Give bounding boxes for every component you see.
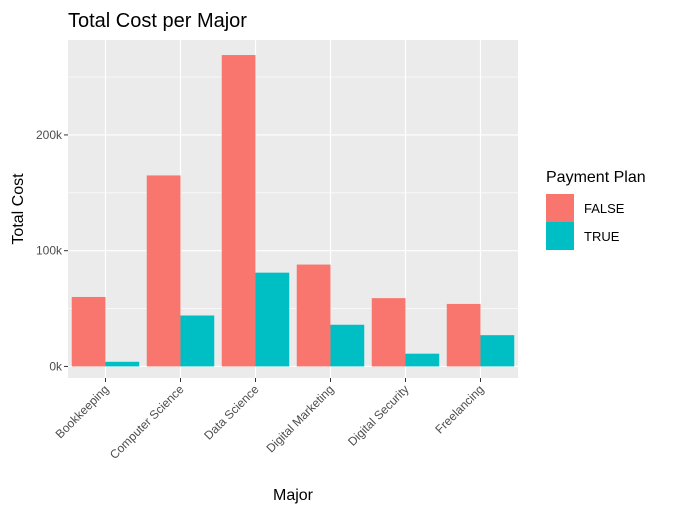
legend-title: Payment Plan [546,169,646,186]
legend-key-false [546,194,574,222]
y-axis: 0k 100k 200k [36,128,68,373]
x-axis-title: Major [273,487,314,504]
x-tick-label: Freelancing [432,382,486,436]
minor-gridlines [68,76,518,309]
x-tick-label: Computer Science [107,382,187,462]
bar-true-freelancing [480,335,515,367]
y-tick-label: 200k [36,128,63,142]
chart-title: Total Cost per Major [68,10,247,32]
y-tick-label: 0k [49,359,63,373]
bar-true-computer-science [180,315,215,367]
x-tick-label: Bookkeeping [53,382,112,441]
x-tick-label: Digital Marketing [264,382,337,455]
bar-false-computer-science [146,175,181,367]
plot-panel [68,40,518,378]
bar-true-digital-security [405,353,440,367]
legend: Payment Plan FALSE TRUE [546,169,646,250]
legend-label-true: TRUE [584,229,620,244]
y-axis-title: Total Cost [10,173,27,245]
bar-true-digital-marketing [330,324,365,367]
y-tick-label: 100k [36,244,63,258]
bars [71,55,515,367]
legend-label-false: FALSE [584,201,625,216]
legend-key-true [546,222,574,250]
bar-false-digital-security [371,298,406,367]
bar-true-data-science [255,272,290,367]
bar-false-digital-marketing [296,264,331,367]
bar-false-freelancing [446,303,481,367]
bar-true-bookkeeping [105,361,140,367]
bar-false-bookkeeping [71,296,106,367]
bar-false-data-science [221,55,256,367]
x-tick-label: Data Science [201,382,262,443]
x-tick-label: Digital Security [345,382,411,448]
